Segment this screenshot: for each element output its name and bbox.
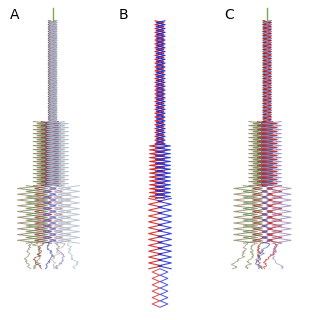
Text: C: C xyxy=(224,8,234,22)
Text: A: A xyxy=(10,8,19,22)
Text: B: B xyxy=(118,8,128,22)
